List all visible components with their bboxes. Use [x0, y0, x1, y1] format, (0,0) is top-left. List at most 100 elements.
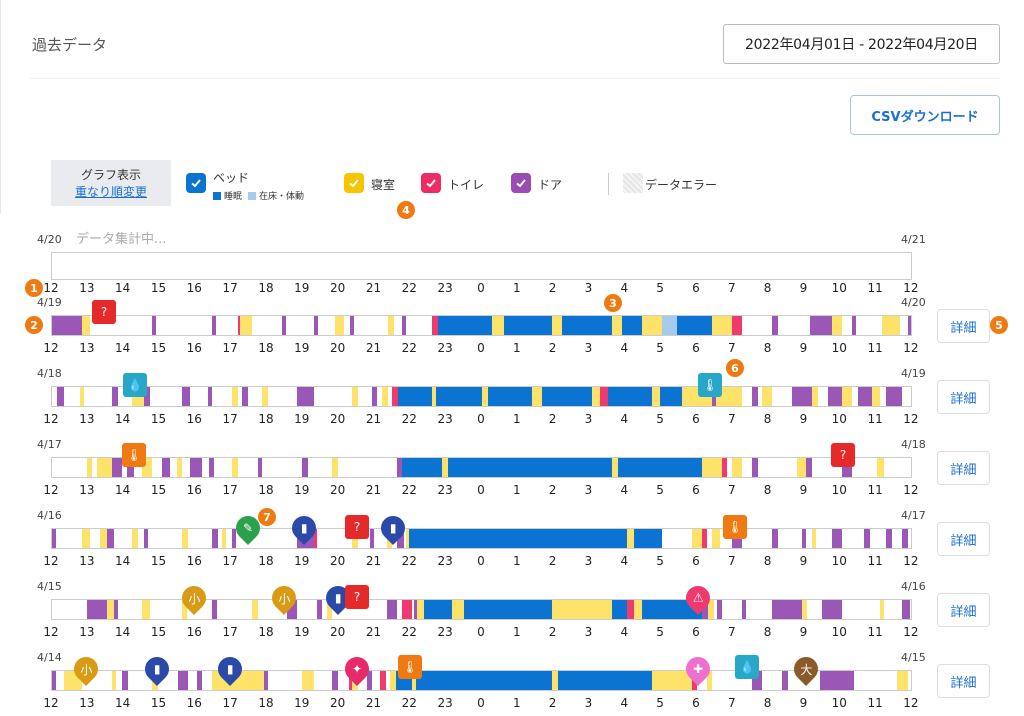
- timeline-bar[interactable]: [51, 457, 912, 478]
- timeline-bar[interactable]: [51, 315, 912, 336]
- timeline-bar[interactable]: [51, 599, 912, 620]
- activity-segment-door: [208, 387, 212, 406]
- hour-tick: 8: [763, 625, 772, 639]
- detail-button[interactable]: 詳細: [937, 593, 990, 627]
- activity-segment-door: [806, 458, 812, 477]
- activity-segment-room: [80, 387, 84, 406]
- hour-tick: 9: [799, 483, 808, 497]
- hour-tick: 12: [903, 625, 919, 639]
- hour-tick: 3: [584, 554, 593, 568]
- hour-tick: 1: [512, 696, 521, 710]
- activity-segment-room: [712, 529, 720, 548]
- activity-segment-bed: [558, 671, 652, 690]
- door-checkbox[interactable]: [511, 173, 531, 193]
- bed-checkbox[interactable]: [186, 173, 206, 193]
- error-swatch: [623, 173, 643, 193]
- humidity-alert-icon[interactable]: 💧: [123, 373, 147, 397]
- detail-button[interactable]: 詳細: [937, 664, 990, 698]
- hour-tick: 11: [867, 412, 883, 426]
- activity-segment-door: [908, 316, 911, 335]
- activity-segment-door: [820, 671, 854, 690]
- activity-segment-toilet: [732, 316, 742, 335]
- hour-tick: 0: [477, 281, 485, 295]
- hour-tick: 4: [620, 696, 629, 710]
- activity-segment-door: [162, 458, 170, 477]
- hour-tick: 2: [548, 696, 557, 710]
- temperature-high-icon[interactable]: 🌡: [122, 443, 146, 467]
- timeline-bar[interactable]: [51, 386, 912, 407]
- annotation-marker-1: 1: [25, 279, 43, 297]
- csv-download-button[interactable]: CSVダウンロード: [850, 95, 1000, 135]
- activity-segment-room: [880, 600, 884, 619]
- activity-segment-door: [772, 316, 778, 335]
- activity-segment-door: [212, 600, 217, 619]
- activity-segment-room: [182, 529, 188, 548]
- person-alert-icon[interactable]: ?: [345, 515, 369, 539]
- hour-tick: 19: [294, 483, 310, 497]
- activity-segment-door: [232, 529, 236, 548]
- activity-segment-door: [782, 671, 788, 690]
- hour-tick: 2: [548, 341, 557, 355]
- row-start-date: 4/18: [37, 367, 62, 380]
- legend-bed[interactable]: ベッド 睡眠 在床・体動: [186, 171, 304, 202]
- activity-segment-bed: [464, 600, 552, 619]
- hour-tick: 7: [727, 412, 736, 426]
- hour-tick: 18: [258, 483, 274, 497]
- hour-tick: 16: [186, 483, 202, 497]
- hour-tick: 20: [329, 483, 346, 497]
- hour-tick: 14: [115, 554, 131, 568]
- temperature-low-icon[interactable]: 🌡: [698, 373, 722, 397]
- bedroom-checkbox[interactable]: [344, 173, 364, 193]
- hour-tick: 7: [727, 483, 736, 497]
- hour-tick: 11: [867, 554, 883, 568]
- detail-button[interactable]: 詳細: [937, 309, 990, 343]
- timeline-bar[interactable]: [51, 528, 912, 549]
- hour-tick: 8: [763, 412, 772, 426]
- activity-segment-room: [182, 600, 187, 619]
- person-alert-icon[interactable]: ?: [345, 585, 369, 609]
- hour-tick: 17: [222, 483, 238, 497]
- row-end-date: 4/20: [901, 296, 926, 309]
- person-alert-icon[interactable]: ?: [92, 300, 116, 324]
- hour-tick: 11: [867, 625, 883, 639]
- activity-segment-door: [52, 316, 82, 335]
- hour-tick: 22: [401, 341, 417, 355]
- hour-tick: 7: [727, 696, 736, 710]
- hour-tick: 1: [512, 483, 521, 497]
- hour-tick: 21: [365, 341, 382, 355]
- detail-button[interactable]: 詳細: [937, 522, 990, 556]
- check-icon: [426, 179, 436, 188]
- hour-tick: 12: [43, 341, 59, 355]
- hour-tick: 0: [477, 554, 485, 568]
- temperature-high-icon[interactable]: 🌡: [398, 655, 422, 679]
- person-alert-icon[interactable]: ?: [831, 443, 855, 467]
- activity-segment-room: [552, 316, 562, 335]
- hour-tick: 15: [150, 554, 167, 568]
- hour-tick: 3: [584, 483, 593, 497]
- timeline-bar[interactable]: [51, 252, 912, 280]
- activity-segment-door: [197, 671, 202, 690]
- humidity-alert-icon[interactable]: 💧: [735, 655, 759, 679]
- timeline-bar[interactable]: [51, 670, 912, 691]
- activity-segment-door: [702, 600, 708, 619]
- reorder-link[interactable]: 重なり順変更: [74, 185, 147, 199]
- activity-segment-room: [432, 387, 436, 406]
- activity-segment-door: [209, 458, 214, 477]
- legend-door[interactable]: ドア: [511, 173, 562, 193]
- activity-segment-door: [87, 600, 107, 619]
- annotation-marker-7: 7: [258, 508, 276, 526]
- toilet-checkbox[interactable]: [421, 173, 441, 193]
- date-range-picker[interactable]: 2022年04月01日 - 2022年04月20日: [723, 24, 1000, 64]
- temperature-high-icon[interactable]: 🌡: [723, 515, 747, 539]
- activity-segment-room: [442, 458, 448, 477]
- hour-tick: 22: [401, 696, 417, 710]
- legend-toilet[interactable]: トイレ: [421, 173, 484, 193]
- detail-button[interactable]: 詳細: [937, 380, 990, 414]
- activity-segment-bed: [660, 387, 682, 406]
- legend-bedroom[interactable]: 寝室: [344, 173, 395, 193]
- hour-tick: 9: [799, 281, 808, 295]
- hour-tick: 19: [294, 554, 310, 568]
- hour-tick: 23: [437, 696, 453, 710]
- detail-button[interactable]: 詳細: [937, 451, 990, 485]
- hour-tick: 5: [656, 281, 664, 295]
